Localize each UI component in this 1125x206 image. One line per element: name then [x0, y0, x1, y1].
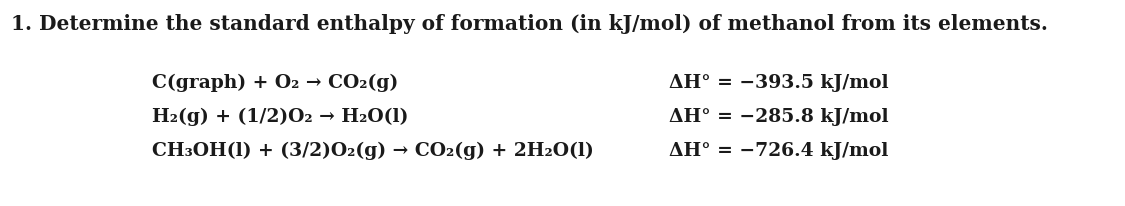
Text: H₂(g) + (1/2)O₂ → H₂O(l): H₂(g) + (1/2)O₂ → H₂O(l)	[152, 107, 408, 125]
Text: ΔH° = −393.5 kJ/mol: ΔH° = −393.5 kJ/mol	[669, 74, 889, 91]
Text: C(graph) + O₂ → CO₂(g): C(graph) + O₂ → CO₂(g)	[152, 73, 398, 91]
Text: ΔH° = −285.8 kJ/mol: ΔH° = −285.8 kJ/mol	[669, 108, 889, 125]
Text: ΔH° = −726.4 kJ/mol: ΔH° = −726.4 kJ/mol	[669, 142, 889, 159]
Text: CH₃OH(l) + (3/2)O₂(g) → CO₂(g) + 2H₂O(l): CH₃OH(l) + (3/2)O₂(g) → CO₂(g) + 2H₂O(l)	[152, 141, 594, 159]
Text: 1. Determine the standard enthalpy of formation (in kJ/mol) of methanol from its: 1. Determine the standard enthalpy of fo…	[11, 14, 1048, 34]
